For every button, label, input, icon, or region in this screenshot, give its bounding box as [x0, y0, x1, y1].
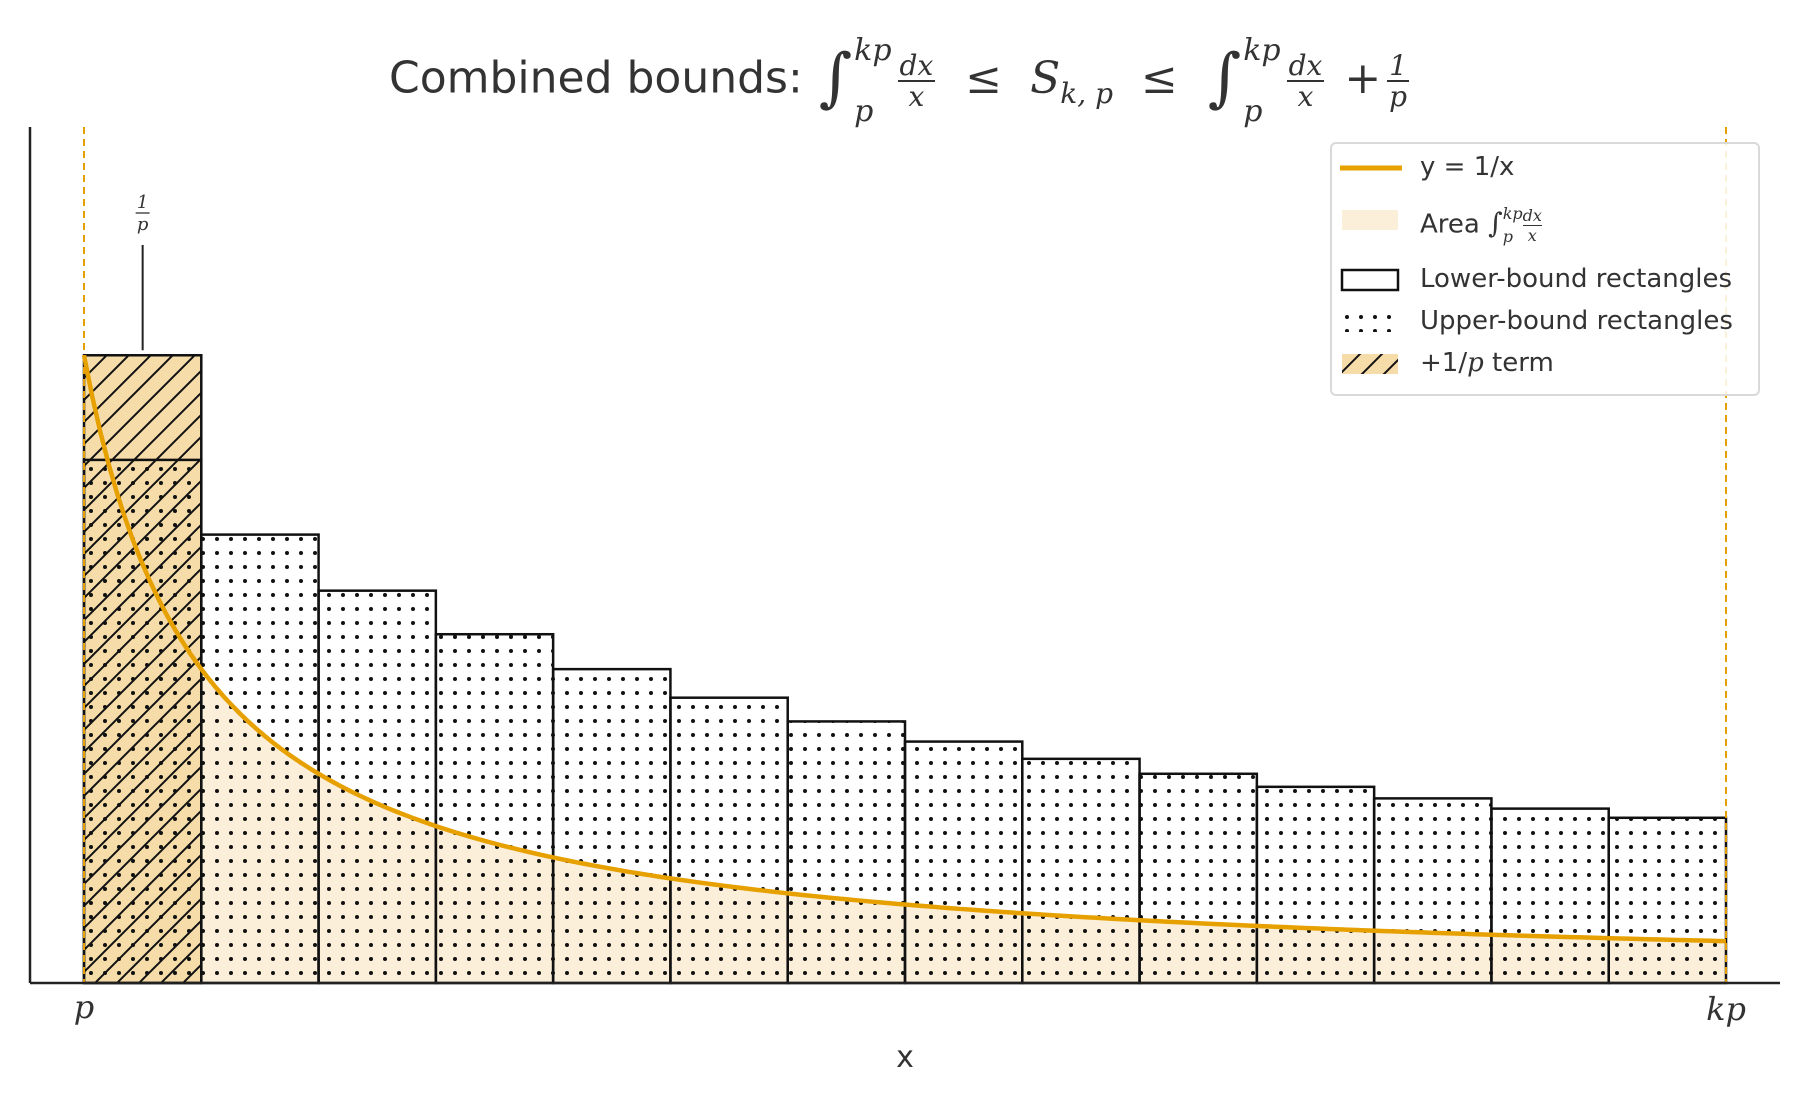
title-p: p [1389, 80, 1408, 113]
title-int-upper-2: kp [1243, 33, 1281, 68]
upper-bound-rect [553, 669, 671, 983]
title-one: 1 [1387, 48, 1410, 82]
title-sum: S [1030, 52, 1061, 104]
chart-title: Combined bounds: ∫ kp p dx x ≤ Sk, p ≤ ∫ kp p d… [0, 26, 1800, 136]
title-int-lower: p [854, 94, 874, 129]
legend-area-upper: kp [1502, 204, 1523, 223]
legend-swatch-lower [1340, 268, 1400, 292]
title-frac-num-2: dx [1286, 48, 1325, 82]
upper-bound-rect [1608, 817, 1726, 983]
legend: y = 1/x Area ∫ kp p dx x Lower-bound rectang… [1330, 142, 1760, 396]
legend-item-upper: Upper-bound rectangles [1332, 302, 1758, 342]
x-axis-label: x [896, 1040, 914, 1075]
legend-swatch-curve [1340, 165, 1402, 171]
title-int-lower-2: p [1243, 94, 1263, 129]
legend-term-suffix: term [1483, 348, 1554, 378]
upper-bound-rect [1256, 786, 1375, 983]
upper-bound-rect [435, 634, 554, 983]
legend-area-den: x [1527, 225, 1537, 245]
legend-swatch-term [1342, 354, 1398, 374]
upper-bound-rect [670, 697, 788, 983]
plot-layer: 1pp kpx [28, 127, 1780, 1075]
upper-bound-rect [318, 590, 436, 983]
legend-label-area: Area [1420, 209, 1480, 240]
upper-bound-rect [905, 741, 1023, 983]
upper-bound-rect [1022, 758, 1140, 983]
title-frac-den-2: x [1297, 80, 1314, 113]
legend-item-area: Area ∫ kp p dx x [1332, 192, 1758, 250]
legend-term-plus: +1/ [1420, 348, 1468, 378]
upper-bound-rect [1139, 773, 1257, 983]
legend-item-curve: y = 1/x [1332, 148, 1758, 188]
legend-label-curve: y = 1/x [1420, 152, 1515, 182]
legend-item-term: +1/p term [1332, 344, 1758, 384]
title-int-upper: kp [854, 33, 892, 68]
x-tick-label: p [74, 988, 94, 1026]
title-prefix: Combined bounds: [388, 52, 803, 104]
legend-item-lower: Lower-bound rectangles [1332, 260, 1758, 300]
integral-symbol: ∫ [818, 40, 853, 115]
x-tick-label: kp [1706, 990, 1746, 1028]
title-plus: + [1344, 52, 1382, 104]
upper-bound-rect [787, 721, 905, 983]
title-frac-num: dx [897, 48, 936, 82]
integral-symbol-2: ∫ [1207, 40, 1242, 115]
legend-area-num: dx [1522, 205, 1542, 226]
upper-bound-rect [201, 534, 319, 983]
legend-label-lower: Lower-bound rectangles [1420, 264, 1733, 294]
legend-label-upper: Upper-bound rectangles [1420, 306, 1733, 336]
title-rel-1: ≤ [965, 52, 1003, 104]
curve-1-over-x [81, 354, 1727, 944]
legend-swatch-area [1342, 210, 1398, 230]
annotation-num: 1 [137, 192, 148, 213]
term-bar-hatch [84, 355, 202, 983]
title-sum-sub: k, p [1060, 76, 1113, 110]
legend-area-lower: p [1502, 227, 1513, 246]
legend-term-p: p [1467, 348, 1484, 378]
annotation-den: p [137, 214, 149, 235]
title-rel-2: ≤ [1141, 52, 1178, 104]
title-frac-den: x [908, 80, 925, 113]
upper-bound-rect [1374, 798, 1492, 983]
legend-swatch-upper [1342, 312, 1398, 332]
upper-bound-rect [1491, 808, 1609, 983]
